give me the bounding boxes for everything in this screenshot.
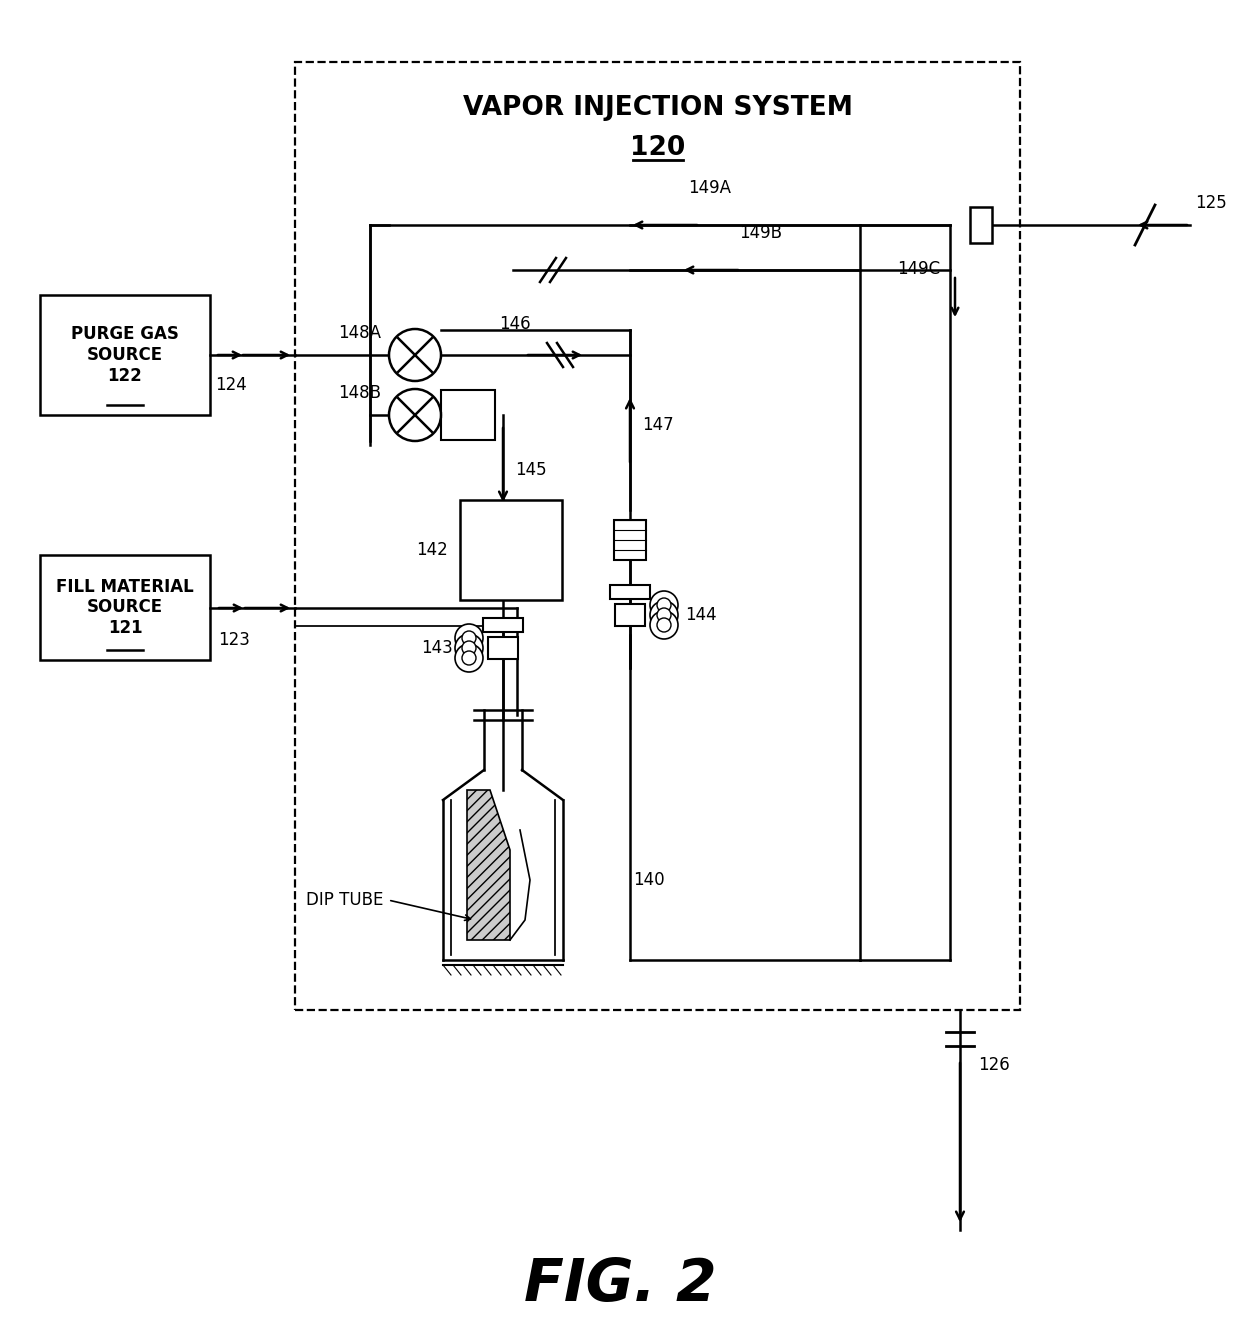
Circle shape	[455, 634, 484, 662]
Text: 147: 147	[642, 416, 673, 434]
Bar	[295, 61, 1021, 1010]
Text: 126: 126	[978, 1057, 1009, 1074]
Bar	[970, 207, 992, 243]
Text: VAPOR INJECTION SYSTEM: VAPOR INJECTION SYSTEM	[463, 95, 852, 121]
Bar	[615, 604, 645, 626]
Circle shape	[463, 651, 476, 666]
Text: 144: 144	[684, 606, 717, 624]
Polygon shape	[467, 790, 510, 940]
Bar	[614, 520, 646, 560]
Text: 149B: 149B	[739, 224, 782, 241]
Text: 125: 125	[1195, 193, 1226, 212]
Circle shape	[650, 591, 678, 619]
Circle shape	[650, 611, 678, 639]
Circle shape	[389, 390, 441, 442]
Circle shape	[650, 602, 678, 630]
Text: DIP TUBE: DIP TUBE	[305, 891, 383, 908]
Bar	[441, 390, 495, 440]
Circle shape	[657, 598, 671, 612]
Text: FILL MATERIAL
SOURCE
121: FILL MATERIAL SOURCE 121	[56, 578, 193, 638]
Text: 120: 120	[630, 135, 686, 161]
Circle shape	[657, 608, 671, 622]
Text: 140: 140	[632, 871, 665, 888]
Text: 145: 145	[515, 462, 547, 479]
Circle shape	[455, 644, 484, 672]
Circle shape	[657, 618, 671, 632]
Circle shape	[455, 624, 484, 652]
Text: 149A: 149A	[688, 179, 732, 197]
Text: 148B: 148B	[339, 384, 381, 402]
Text: 143: 143	[422, 639, 453, 658]
Circle shape	[389, 329, 441, 382]
Bar	[484, 618, 523, 632]
Text: 149C: 149C	[897, 260, 940, 277]
Bar	[460, 500, 562, 600]
Text: 146: 146	[500, 315, 531, 334]
Text: 123: 123	[218, 631, 250, 650]
Text: 148A: 148A	[339, 324, 381, 342]
Text: 142: 142	[417, 542, 448, 559]
Circle shape	[463, 642, 476, 655]
Text: FIG. 2: FIG. 2	[523, 1257, 717, 1314]
Bar	[489, 638, 518, 659]
Text: 124: 124	[215, 376, 247, 394]
Bar	[610, 586, 650, 599]
Bar	[40, 555, 210, 660]
Text: PURGE GAS
SOURCE
122: PURGE GAS SOURCE 122	[71, 325, 179, 384]
Bar	[40, 295, 210, 415]
Circle shape	[463, 631, 476, 646]
